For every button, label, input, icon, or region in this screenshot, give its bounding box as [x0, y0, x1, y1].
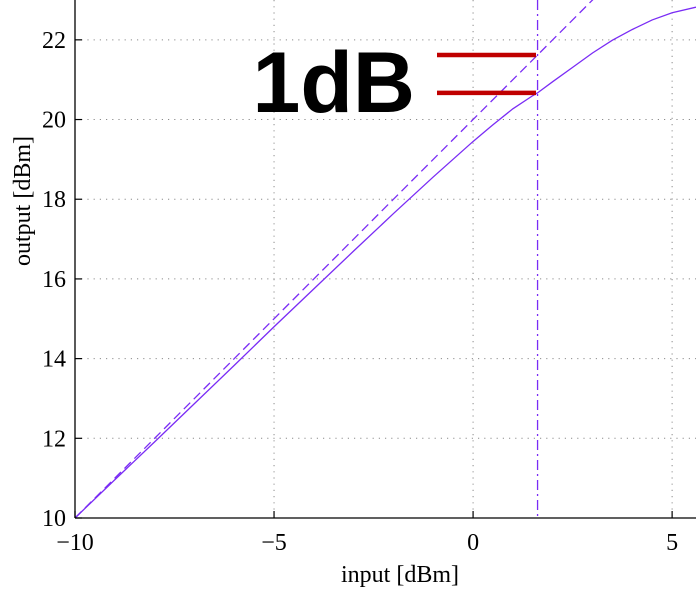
y-axis-title: output [dBm] [10, 136, 36, 266]
y-tick-label: 16 [42, 267, 66, 293]
y-tick-label: 22 [42, 28, 66, 54]
y-tick-label: 20 [42, 108, 66, 134]
y-tick-label: 14 [42, 347, 66, 373]
x-tick-label: 5 [666, 530, 678, 556]
axes: −10 −5 0 5 10 12 14 16 18 20 22 [42, 0, 696, 556]
x-tick-label: −10 [56, 530, 94, 556]
annotation-group: 1dB [253, 35, 536, 131]
x-tick-label: 0 [467, 530, 479, 556]
linear-extrapolation-line [74, 0, 594, 519]
output-curve-line [74, 6, 696, 519]
plot-area [74, 0, 696, 519]
y-tick-label: 12 [42, 426, 66, 452]
grid [75, 0, 696, 518]
x-axis-title: input [dBm] [341, 562, 459, 588]
annotation-text: 1dB [253, 35, 415, 131]
y-tick-label: 10 [42, 506, 66, 532]
x-tick-label: −5 [261, 530, 287, 556]
y-tick-label: 18 [42, 187, 66, 213]
